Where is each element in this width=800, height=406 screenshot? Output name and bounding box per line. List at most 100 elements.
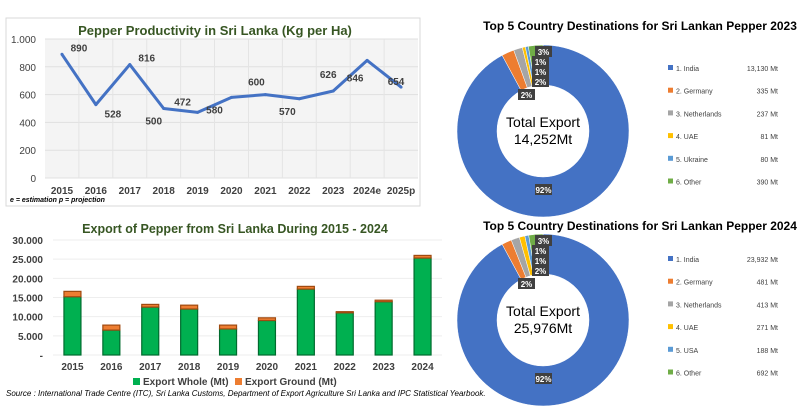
pct-label: 2% bbox=[521, 280, 533, 289]
x-tick-label: 2020 bbox=[256, 362, 279, 373]
legend-label: 5. Ukraine bbox=[676, 157, 708, 164]
bar-export-ground bbox=[218, 324, 238, 330]
data-point bbox=[230, 95, 233, 99]
y-tick-label: 25.000 bbox=[12, 255, 43, 266]
pct-label: 2% bbox=[535, 267, 547, 276]
x-tick-label: 2020 bbox=[220, 186, 243, 197]
data-point bbox=[162, 107, 166, 110]
legend-label: 3. Netherlands bbox=[676, 302, 722, 309]
legend-value: 390 Mt bbox=[757, 180, 778, 187]
x-tick-label: 2022 bbox=[334, 362, 357, 373]
x-tick-label: 2019 bbox=[217, 362, 240, 373]
y-tick-label: 10.000 bbox=[12, 313, 43, 324]
x-tick-label: 2021 bbox=[254, 186, 277, 197]
y-tick-label: 400 bbox=[19, 118, 36, 129]
pct-label-bg bbox=[535, 184, 552, 195]
legend-swatch bbox=[668, 324, 673, 330]
center-value: 25,976Mt bbox=[514, 320, 572, 336]
legend-label: 4. UAE bbox=[676, 325, 699, 332]
y-tick-label: 5.000 bbox=[18, 332, 43, 343]
line-chart-title: Pepper Productivity in Sri Lanka (Kg per… bbox=[78, 23, 352, 38]
data-label: 890 bbox=[71, 43, 88, 54]
bar-export-whole bbox=[374, 301, 393, 356]
data-point bbox=[263, 93, 267, 97]
pct-label: 92% bbox=[535, 375, 551, 384]
pct-label: 92% bbox=[535, 186, 551, 195]
data-label: 580 bbox=[206, 105, 223, 116]
data-point bbox=[128, 63, 132, 67]
data-label: 626 bbox=[320, 70, 337, 81]
legend-label: 3. Netherlands bbox=[676, 111, 722, 118]
center-label: Total Export bbox=[506, 114, 580, 130]
bar-export-ground bbox=[374, 299, 393, 303]
legend-label: 5. USA bbox=[676, 348, 699, 355]
y-tick-label: 15.000 bbox=[12, 294, 43, 305]
x-tick-label: 2024e bbox=[353, 186, 381, 197]
pct-label: 1% bbox=[535, 58, 547, 67]
footnote: e = estimation p = projection bbox=[10, 197, 105, 204]
legend-label: 2. Germany bbox=[676, 280, 713, 287]
legend-value: 237 Mt bbox=[757, 111, 778, 118]
legend-label: Export Whole (Mt) bbox=[143, 377, 229, 388]
source-note: Source : International Trade Centre (ITC… bbox=[6, 389, 486, 398]
data-label: 816 bbox=[138, 54, 155, 65]
pct-label-bg bbox=[535, 235, 552, 246]
legend-label: 4. UAE bbox=[676, 134, 699, 141]
bar-export-ground bbox=[63, 290, 82, 298]
y-tick-label: - bbox=[40, 351, 43, 362]
pct-label-bg bbox=[535, 46, 552, 57]
bar-export-ground bbox=[296, 285, 315, 290]
y-tick-label: 20.000 bbox=[12, 274, 43, 285]
legend-swatch bbox=[668, 178, 673, 184]
x-tick-label: 2016 bbox=[85, 186, 108, 197]
data-point bbox=[60, 52, 64, 56]
y-tick-label: 600 bbox=[19, 91, 36, 102]
bar-export-ground bbox=[180, 304, 199, 310]
legend-label: 1. India bbox=[676, 257, 699, 264]
pct-label-bg bbox=[532, 76, 549, 87]
data-label: 570 bbox=[279, 107, 296, 118]
x-tick-label: 2022 bbox=[288, 186, 311, 197]
data-label: 846 bbox=[347, 73, 364, 84]
data-label: 500 bbox=[145, 117, 162, 128]
legend-value: 23,932 Mt bbox=[747, 257, 778, 264]
y-tick-label: 200 bbox=[19, 146, 36, 157]
center-label: Total Export bbox=[506, 303, 580, 319]
pct-label: 1% bbox=[535, 68, 547, 77]
data-point bbox=[297, 97, 301, 101]
bar-export-whole bbox=[63, 296, 82, 356]
legend-swatch bbox=[668, 278, 673, 284]
pct-label-bg bbox=[532, 265, 549, 276]
legend-swatch bbox=[668, 155, 673, 161]
bar-export-whole bbox=[218, 328, 238, 356]
donut-title: Top 5 Country Destinations for Sri Lanka… bbox=[483, 219, 797, 233]
pct-label: 1% bbox=[535, 247, 547, 256]
bar-export-whole bbox=[413, 257, 432, 356]
bar-export-ground bbox=[257, 317, 277, 322]
pct-label-bg bbox=[518, 89, 535, 100]
bar-export-ground bbox=[413, 254, 432, 259]
bar-export-ground bbox=[335, 311, 354, 314]
donut-title: Top 5 Country Destinations for Sri Lanka… bbox=[483, 19, 797, 33]
legend-label: 6. Other bbox=[676, 371, 702, 378]
x-tick-label: 2017 bbox=[139, 362, 162, 373]
legend-value: 188 Mt bbox=[757, 348, 778, 355]
bar-export-whole bbox=[141, 306, 160, 356]
pct-label: 3% bbox=[538, 48, 550, 57]
legend-value: 692 Mt bbox=[757, 371, 778, 378]
legend-label: 2. Germany bbox=[676, 89, 713, 96]
legend-label: 6. Other bbox=[676, 180, 702, 187]
bar-export-whole bbox=[180, 308, 199, 356]
legend-swatch bbox=[133, 378, 140, 385]
pct-label-bg bbox=[532, 56, 549, 67]
data-point bbox=[196, 110, 200, 114]
y-tick-label: 30.000 bbox=[12, 236, 43, 247]
x-tick-label: 2016 bbox=[100, 362, 123, 373]
data-label: 472 bbox=[174, 97, 191, 108]
bar-export-whole bbox=[102, 329, 121, 356]
donut-slice bbox=[456, 44, 630, 218]
legend-swatch bbox=[235, 378, 242, 385]
legend-swatch bbox=[668, 110, 673, 116]
pct-label: 2% bbox=[521, 91, 533, 100]
